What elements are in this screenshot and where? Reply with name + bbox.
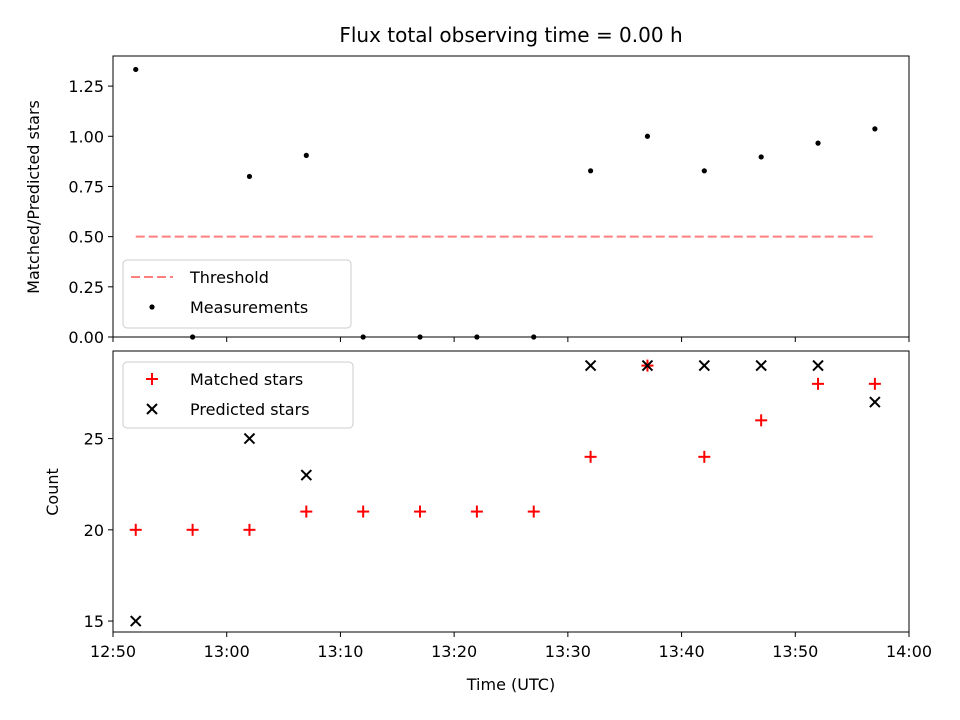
measurement-point bbox=[701, 168, 707, 174]
x-tick-label: 13:30 bbox=[545, 642, 591, 661]
y-tick-label: 0.00 bbox=[68, 328, 104, 347]
measurement-point bbox=[872, 126, 878, 132]
predicted-star-point bbox=[130, 615, 142, 627]
measurement-point bbox=[246, 173, 253, 180]
bottom-y-axis-label: Count bbox=[43, 468, 62, 516]
measurement-point bbox=[474, 334, 480, 340]
predicted-star-point bbox=[584, 359, 597, 372]
x-tick-label: 13:40 bbox=[659, 642, 705, 661]
y-tick-label: 0.50 bbox=[68, 228, 104, 247]
y-tick-label: 0.25 bbox=[68, 278, 104, 297]
predicted-star-point bbox=[243, 432, 256, 445]
legend-measurements-label: Measurements bbox=[190, 298, 308, 317]
x-axis-label: Time (UTC) bbox=[466, 675, 555, 694]
matched-star-point bbox=[414, 505, 427, 518]
predicted-star-point bbox=[812, 359, 824, 372]
top-legend-box bbox=[122, 259, 352, 329]
legend-matched-label: Matched stars bbox=[190, 370, 303, 389]
matched-star-point bbox=[300, 505, 313, 518]
top-panel: Matched/Predicted stars 0.00 0.25 0.50 0.75… bbox=[24, 55, 910, 347]
measurement-point bbox=[588, 168, 594, 174]
y-tick-label: 15 bbox=[84, 612, 104, 631]
top-x-ticks bbox=[112, 337, 910, 342]
top-legend: Threshold Measurements bbox=[122, 259, 352, 329]
measurement-point bbox=[417, 334, 423, 340]
legend-measurements-swatch bbox=[149, 304, 155, 310]
legend-predicted-swatch bbox=[146, 403, 158, 415]
y-tick-label: 25 bbox=[84, 430, 104, 449]
matched-star-point bbox=[129, 523, 142, 536]
matched-star-point bbox=[584, 450, 597, 463]
chart-title: Flux total observing time = 0.00 h bbox=[339, 23, 682, 47]
predicted-star-point bbox=[698, 359, 711, 372]
measurement-point bbox=[815, 140, 821, 146]
measurement-point bbox=[531, 334, 537, 340]
predicted-star-point bbox=[869, 396, 881, 408]
matched-star-point bbox=[470, 505, 483, 518]
x-tick-label: 13:10 bbox=[317, 642, 363, 661]
measurement-point bbox=[303, 152, 309, 158]
measurement-point bbox=[133, 66, 139, 73]
y-tick-label: 0.75 bbox=[68, 177, 104, 196]
bottom-panel-frame bbox=[112, 350, 910, 633]
legend-threshold-label: Threshold bbox=[189, 268, 269, 287]
bottom-y-ticks: 15 20 25 bbox=[84, 430, 113, 631]
top-series bbox=[133, 66, 878, 340]
measurement-point bbox=[360, 334, 366, 340]
x-tick-label: 12:50 bbox=[90, 642, 136, 661]
top-y-ticks: 0.00 0.25 0.50 0.75 1.00 1.25 bbox=[68, 77, 113, 347]
y-tick-label: 20 bbox=[84, 521, 104, 540]
matched-star-point bbox=[868, 377, 881, 390]
predicted-star-point bbox=[300, 469, 313, 481]
x-tick-label: 13:20 bbox=[431, 642, 477, 661]
bottom-series bbox=[129, 359, 881, 627]
y-tick-label: 1.00 bbox=[68, 127, 104, 146]
bottom-legend: Matched stars Predicted stars bbox=[122, 361, 354, 429]
predicted-star-point bbox=[755, 359, 767, 372]
x-tick-label: 13:00 bbox=[204, 642, 250, 661]
matched-star-point bbox=[755, 414, 768, 427]
measurement-point bbox=[644, 133, 651, 139]
matched-star-point bbox=[527, 505, 540, 518]
measurement-point bbox=[758, 154, 764, 160]
matched-star-point bbox=[357, 505, 370, 518]
top-y-axis-label: Matched/Predicted stars bbox=[24, 100, 43, 294]
x-tick-label: 14:00 bbox=[886, 642, 932, 661]
legend-predicted-label: Predicted stars bbox=[190, 400, 310, 419]
matched-star-point bbox=[812, 377, 825, 390]
bottom-legend-box bbox=[122, 361, 354, 429]
matched-star-point bbox=[243, 523, 256, 536]
matched-star-point bbox=[698, 450, 711, 463]
y-tick-label: 1.25 bbox=[68, 77, 104, 96]
matched-star-point bbox=[186, 523, 199, 536]
measurement-point bbox=[190, 334, 196, 340]
top-panel-frame bbox=[112, 55, 910, 338]
predicted-star-point bbox=[641, 359, 654, 372]
bottom-x-ticks: 12:50 13:00 13:10 13:20 13:30 13:40 13:50 14:00 bbox=[90, 632, 932, 661]
legend-matched-swatch bbox=[146, 373, 158, 385]
x-tick-label: 13:50 bbox=[772, 642, 818, 661]
